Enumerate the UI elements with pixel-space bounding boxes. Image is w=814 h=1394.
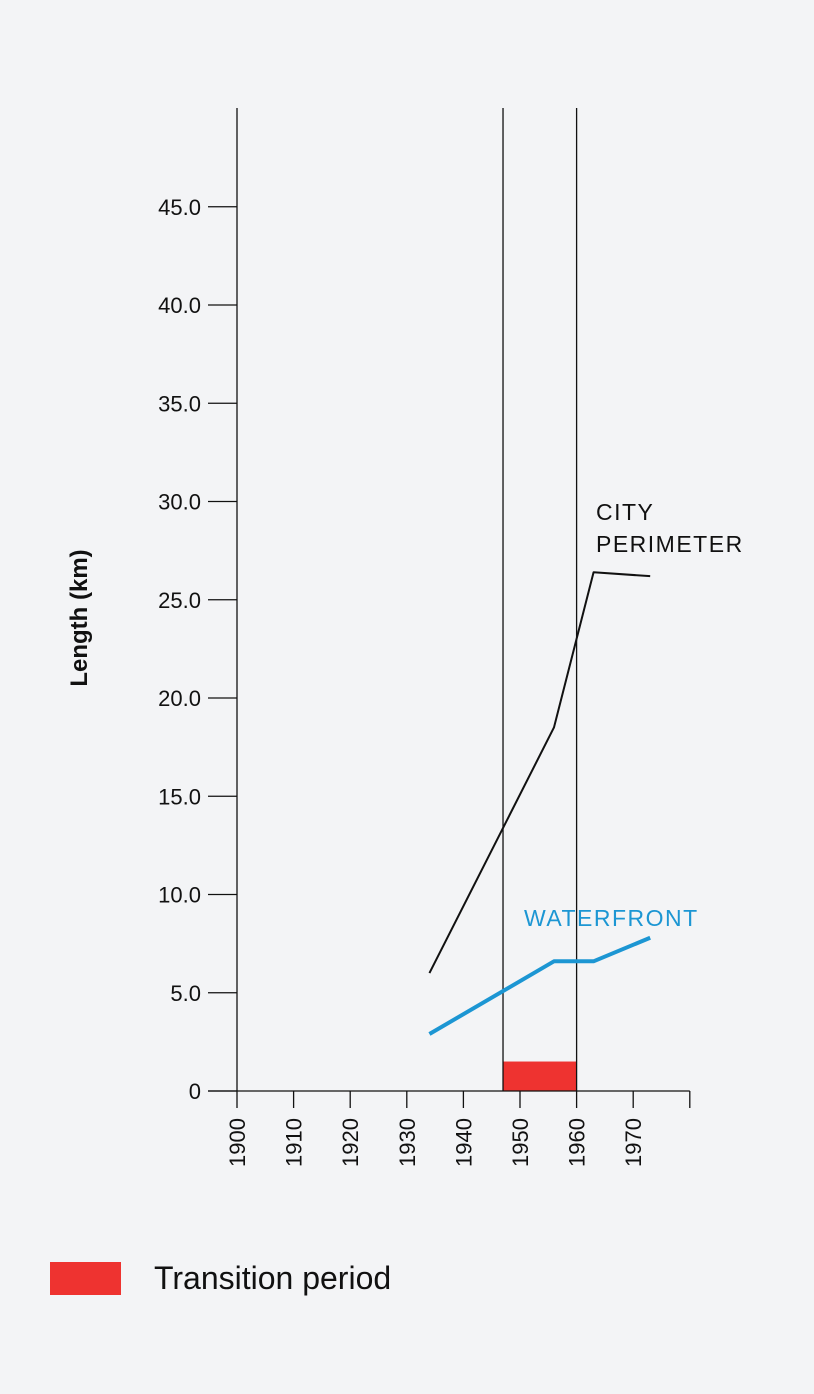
x-tick-label: 1950 [508,1118,533,1167]
y-tick-label: 25.0 [158,588,201,613]
y-tick-label: 45.0 [158,195,201,220]
legend-label: Transition period [154,1260,392,1296]
y-tick-label: 40.0 [158,293,201,318]
city-perimeter-label: PERIMETER [596,531,744,557]
x-tick-label: 1940 [451,1118,476,1167]
y-tick-label: 35.0 [158,391,201,416]
y-tick-label: 15.0 [158,784,201,809]
y-tick-label: 5.0 [170,981,201,1006]
legend: Transition period [50,1260,391,1297]
y-tick-label: 10.0 [158,883,201,908]
y-tick-label: 20.0 [158,686,201,711]
x-tick-label: 1930 [395,1118,420,1167]
x-tick-label: 1920 [338,1118,363,1167]
city-perimeter-line [428,571,651,974]
x-tick-label: 1960 [565,1118,590,1167]
waterfront-label: WATERFRONT [524,905,699,931]
y-tick-label: 0 [189,1079,201,1104]
y-axis-title: Length (km) [66,549,93,686]
transition-period-bar [503,1061,577,1091]
legend-swatch-transition-period [50,1262,121,1295]
x-tick-label: 1970 [621,1118,646,1167]
x-tick-label: 1910 [282,1118,307,1167]
waterfront-line [428,935,651,1036]
city-perimeter-label: CITY [596,499,654,525]
x-tick-label: 1900 [225,1118,250,1167]
line-chart: 0 5.0 10.0 15.0 20.0 25.0 30.0 35.0 40.0 45.0 1900… [66,108,744,1167]
y-tick-label: 30.0 [158,490,201,515]
